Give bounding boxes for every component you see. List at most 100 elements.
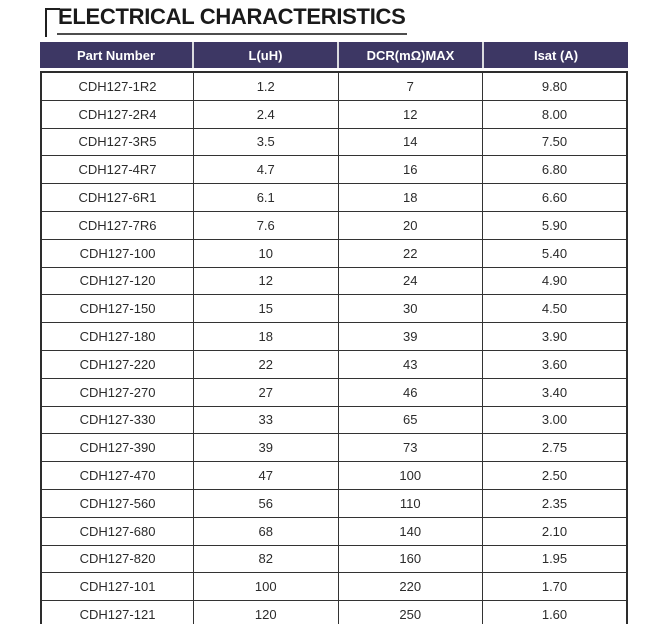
table-cell-dcr: 7 (337, 73, 483, 100)
table-row: CDH127-120 12 24 4.90 (42, 266, 626, 295)
table-cell-l: 3.5 (193, 128, 338, 156)
table-cell-isat: 2.75 (482, 434, 626, 462)
table-row: CDH127-7R6 7.6 20 5.90 (42, 210, 626, 239)
table-cell-isat: 4.50 (482, 295, 626, 323)
table-cell-part: CDH127-390 (79, 440, 156, 456)
table-cell-l: 10 (193, 239, 338, 267)
table-row: CDH127-150 15 30 4.50 (42, 294, 626, 323)
table-cell-l: 22 (193, 350, 338, 378)
page-title: ELECTRICAL CHARACTERISTICS (57, 4, 408, 35)
table-cell-isat: 1.70 (482, 573, 626, 601)
table-cell-isat: 1.95 (482, 545, 626, 573)
table-row: CDH127-180 18 39 3.90 (42, 322, 626, 350)
table-cell-part: CDH127-820 (79, 551, 156, 567)
table-cell-l: 33 (193, 406, 338, 434)
table-cell-isat: 7.50 (482, 128, 626, 156)
table-cell-dcr: 22 (337, 239, 483, 267)
table-cell-part: CDH127-560 (79, 495, 156, 511)
table-cell-l: 120 (193, 601, 338, 624)
table-row: CDH127-3R5 3.5 14 7.50 (42, 127, 626, 156)
table-cell-l: 68 (193, 517, 338, 545)
table-cell-l: 18 (193, 323, 338, 350)
table-cell-part: CDH127-6R1 (78, 190, 157, 206)
table-cell-isat: 2.50 (482, 462, 626, 489)
column-header-isat: Isat (A) (482, 42, 628, 68)
table-row: CDH127-4R7 4.7 16 6.80 (42, 155, 626, 184)
table-cell-part: CDH127-150 (79, 301, 156, 317)
table-cell-isat: 1.60 (482, 601, 626, 624)
table-cell-isat: 6.80 (482, 156, 626, 184)
table-cell-dcr: 110 (337, 489, 483, 517)
table-cell-l: 4.7 (193, 156, 338, 184)
table-cell-isat: 3.90 (482, 323, 626, 350)
electrical-characteristics-table: Part Number L(uH) DCR(mΩ)MAX Isat (A) CD… (40, 42, 628, 624)
table-row: CDH127-680 68 140 2.10 (42, 516, 626, 545)
table-cell-dcr: 100 (337, 462, 483, 489)
table-cell-l: 6.1 (193, 184, 338, 211)
table-cell-dcr: 30 (337, 295, 483, 323)
table-row: CDH127-100 10 22 5.40 (42, 238, 626, 267)
table-cell-part: CDH127-1R2 (78, 78, 157, 94)
table-cell-dcr: 43 (337, 350, 483, 378)
table-row: CDH127-820 82 160 1.95 (42, 544, 626, 573)
table-cell-isat: 8.00 (482, 100, 626, 128)
table-cell-l: 82 (193, 545, 338, 573)
table-cell-part: CDH127-101 (79, 579, 156, 595)
table-cell-isat: 3.00 (482, 406, 626, 434)
table-cell-isat: 9.80 (482, 73, 626, 100)
table-cell-l: 56 (193, 489, 338, 517)
table-cell-l: 39 (193, 434, 338, 462)
table-cell-l: 100 (193, 573, 338, 601)
table-cell-l: 15 (193, 295, 338, 323)
section-title-block: ELECTRICAL CHARACTERISTICS (45, 4, 408, 37)
table-row: CDH127-2R4 2.4 12 8.00 (42, 99, 626, 128)
table-row: CDH127-1R2 1.2 7 9.80 (42, 73, 626, 100)
table-cell-isat: 2.10 (482, 517, 626, 545)
table-cell-dcr: 140 (337, 517, 483, 545)
table-row: CDH127-270 27 46 3.40 (42, 377, 626, 406)
table-cell-dcr: 65 (337, 406, 483, 434)
table-row: CDH127-101 100 220 1.70 (42, 572, 626, 601)
table-cell-part: CDH127-7R6 (78, 217, 157, 233)
table-cell-part: CDH127-100 (79, 245, 156, 261)
table-cell-isat: 4.90 (482, 267, 626, 295)
table-cell-isat: 3.40 (482, 378, 626, 406)
table-cell-part: CDH127-470 (79, 468, 156, 484)
table-cell-dcr: 14 (337, 128, 483, 156)
table-cell-dcr: 160 (337, 545, 483, 573)
table-row: CDH127-330 33 65 3.00 (42, 405, 626, 434)
table-cell-dcr: 24 (337, 267, 483, 295)
table-row: CDH127-560 56 110 2.35 (42, 488, 626, 517)
table-cell-isat: 5.40 (482, 239, 626, 267)
table-cell-isat: 5.90 (482, 211, 626, 239)
table-cell-part: CDH127-680 (79, 523, 156, 539)
table-cell-l: 7.6 (193, 211, 338, 239)
table-cell-part: CDH127-3R5 (78, 134, 157, 150)
table-cell-part: CDH127-220 (79, 356, 156, 372)
table-row: CDH127-390 39 73 2.75 (42, 433, 626, 462)
table-row: CDH127-220 22 43 3.60 (42, 349, 626, 378)
table-body: CDH127-1R2 1.2 7 9.80 CDH127-2R4 2.4 12 8.00 CDH… (40, 71, 628, 624)
table-cell-part: CDH127-120 (79, 273, 156, 289)
table-cell-dcr: 20 (337, 211, 483, 239)
table-cell-dcr: 18 (337, 184, 483, 211)
table-cell-isat: 2.35 (482, 489, 626, 517)
table-cell-dcr: 16 (337, 156, 483, 184)
table-cell-part: CDH127-330 (79, 412, 156, 428)
table-cell-isat: 3.60 (482, 350, 626, 378)
table-cell-isat: 6.60 (482, 184, 626, 211)
column-header-part-number: Part Number (76, 47, 156, 63)
table-cell-l: 12 (193, 267, 338, 295)
table-row: CDH127-121 120 250 1.60 (42, 600, 626, 624)
table-cell-part: CDH127-121 (79, 607, 156, 623)
table-cell-l: 1.2 (193, 73, 338, 100)
title-corner-bracket (45, 8, 60, 37)
column-header-inductance: L(uH) (192, 42, 337, 68)
table-row: CDH127-470 47 100 2.50 (42, 461, 626, 489)
column-header-dcr-max: DCR(mΩ)MAX (337, 42, 482, 68)
table-cell-l: 47 (193, 462, 338, 489)
table-cell-part: CDH127-2R4 (78, 106, 157, 122)
table-cell-l: 27 (193, 378, 338, 406)
table-cell-dcr: 39 (337, 323, 483, 350)
